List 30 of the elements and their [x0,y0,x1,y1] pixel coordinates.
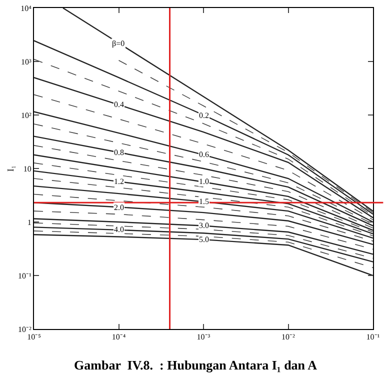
y-tick-label: 10 [23,164,32,174]
series-label: 1.5 [199,197,209,206]
series-label: 5.0 [199,235,209,244]
x-tick-label: 10⁻³ [196,332,211,342]
y-tick-label: 1 [27,218,32,227]
x-tick-label: 10⁻⁵ [27,332,42,342]
y-tick-label: 10² [20,110,32,120]
series-label: 2.0 [114,203,124,212]
series-label: 0.2 [199,111,209,120]
line-series [34,178,373,236]
x-tick-label: 10⁻² [282,332,296,342]
series-label: 0.8 [114,148,124,157]
x-tick-label: 10⁻¹ [366,332,380,342]
series-label: 1.2 [114,177,124,186]
series-label: 3.0 [199,221,209,230]
series-label: β=0 [112,39,125,48]
line-series [34,194,373,242]
series-label: 4.0 [114,225,124,234]
y-tick-label: 10³ [20,57,32,66]
y-tick-label: 10⁴ [20,4,32,13]
x-tick-label: 10⁻⁴ [112,332,126,342]
series-label: 0.4 [114,100,124,109]
line-series [34,210,373,250]
y-axis-title: I₁ [5,165,16,172]
text: Gambar IV.8. : Hubungan Antara I₁ dan A [74,357,318,372]
y-tick-label: 10⁻² [18,324,32,334]
series-label: 1.0 [199,177,209,186]
y-tick-label: 10⁻¹ [18,271,32,280]
series-label: 0.6 [199,150,209,159]
line-series [34,234,373,276]
